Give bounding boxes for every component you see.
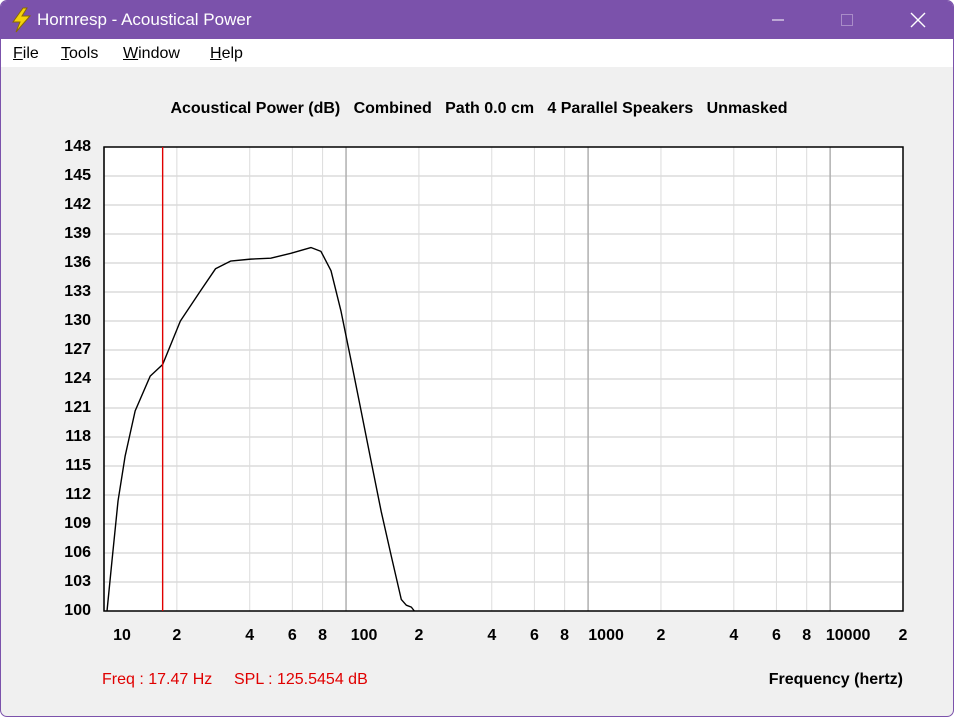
y-tick-label: 103 <box>64 573 91 590</box>
y-tick-label: 106 <box>64 544 91 561</box>
y-tick-label: 148 <box>64 138 91 155</box>
x-tick-label: 6 <box>530 627 539 644</box>
menu-bar: File Tools Window Help <box>1 39 953 67</box>
y-tick-label: 124 <box>64 370 91 387</box>
x-tick-label: 8 <box>560 627 569 644</box>
line-series <box>106 246 415 612</box>
maximize-button[interactable] <box>824 1 870 39</box>
x-tick-label: 6 <box>288 627 297 644</box>
cursor-readout: SPL : 125.5454 dB <box>234 671 368 688</box>
x-tick-label: 8 <box>318 627 327 644</box>
y-tick-label: 118 <box>65 428 91 445</box>
menu-item[interactable]: Help <box>210 45 243 62</box>
x-tick-label: 4 <box>245 627 254 644</box>
y-tick-label: 115 <box>65 457 91 474</box>
x-tick-label: 6 <box>772 627 781 644</box>
y-tick-label: 127 <box>64 341 91 358</box>
y-tick-label: 133 <box>64 283 91 300</box>
plot-border <box>103 146 904 612</box>
menu-item[interactable]: Tools <box>61 45 99 62</box>
y-tick-label: 100 <box>64 602 91 619</box>
x-tick-label: 100 <box>351 627 378 644</box>
y-tick-label: 142 <box>64 196 91 213</box>
x-tick-label: 4 <box>487 627 496 644</box>
y-tick-label: 109 <box>64 515 91 532</box>
x-tick-label: 2 <box>899 627 908 644</box>
title-bar: Hornresp - Acoustical Power <box>1 1 953 39</box>
menu-item[interactable]: File <box>13 45 39 62</box>
y-tick-label: 121 <box>64 399 91 416</box>
x-tick-label: 10000 <box>826 627 871 644</box>
y-tick-label: 139 <box>64 225 91 242</box>
x-tick-label: 2 <box>172 627 181 644</box>
chart: Acoustical Power (dB) Combined Path 0.0 … <box>64 100 908 688</box>
cursor-readout: Freq : 17.47 Hz <box>102 671 212 688</box>
chart-title: Acoustical Power (dB) Combined Path 0.0 … <box>170 100 787 117</box>
close-button[interactable] <box>894 1 940 39</box>
x-tick-label: 1000 <box>588 627 624 644</box>
x-tick-label: 4 <box>729 627 738 644</box>
y-tick-label: 130 <box>64 312 91 329</box>
x-tick-label: 10 <box>113 627 131 644</box>
x-tick-label: 2 <box>414 627 423 644</box>
window-title: Hornresp - Acoustical Power <box>37 10 252 29</box>
y-tick-label: 145 <box>64 167 91 184</box>
minimize-button[interactable] <box>755 1 801 39</box>
x-tick-label: 2 <box>657 627 666 644</box>
app-icon <box>12 7 32 33</box>
x-axis-label: Frequency (hertz) <box>769 671 903 688</box>
y-tick-label: 136 <box>64 254 91 271</box>
x-tick-label: 8 <box>802 627 811 644</box>
y-tick-label: 112 <box>65 486 91 503</box>
menu-item[interactable]: Window <box>123 45 180 62</box>
